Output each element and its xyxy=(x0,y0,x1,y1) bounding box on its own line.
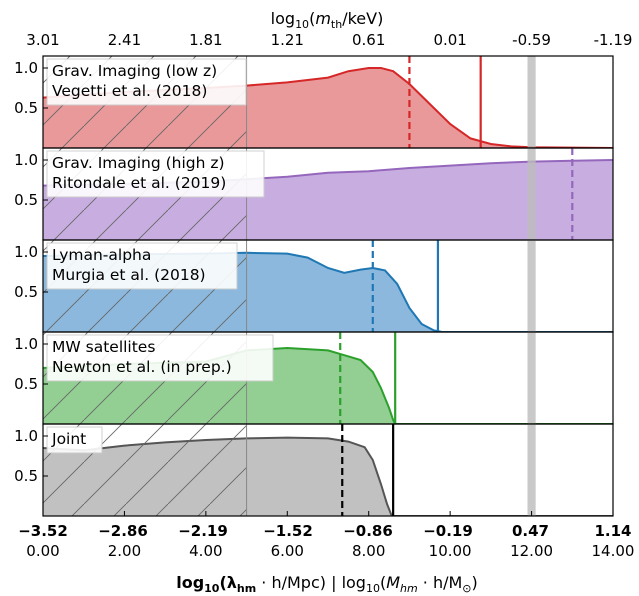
panel-lyman-alpha: Lyman-alpha Murgia et al. (2018) 0.5 1.0 xyxy=(14,239,614,333)
x-tick-label-lambda: −2.86 xyxy=(98,522,148,540)
y-tick-label: 0.5 xyxy=(14,191,38,209)
y-tick-label: 1.0 xyxy=(14,243,38,261)
y-tick-label: 0.5 xyxy=(14,375,38,393)
panel-label-box xyxy=(46,150,265,198)
x-tick-label-mass: 8.00 xyxy=(352,542,385,560)
top-tick-label: 0.61 xyxy=(352,31,385,49)
panel-label-box xyxy=(46,242,238,290)
panel-label-box xyxy=(46,58,247,106)
top-tick-label: 2.41 xyxy=(108,31,141,49)
x-tick-label-lambda: 1.14 xyxy=(594,522,631,540)
y-tick-label: 0.5 xyxy=(14,467,38,485)
panel-frame xyxy=(42,423,614,517)
x-tick-label-mass: 6.00 xyxy=(271,542,304,560)
panel-grav-high-z: Grav. Imaging (high z) Ritondale et al. (… xyxy=(14,147,614,241)
top-axis-title: log10(mth/keV) xyxy=(271,9,384,31)
gray-band xyxy=(527,332,536,424)
x-tick-label-lambda: 0.47 xyxy=(512,522,549,540)
panel-label-line: Vegetti et al. (2018) xyxy=(52,82,207,100)
x-tick-label-mass: 4.00 xyxy=(189,542,222,560)
top-tick-label: 1.81 xyxy=(189,31,222,49)
panel-label-line: Joint xyxy=(51,430,86,448)
panel-label-line: Grav. Imaging (high z) xyxy=(52,154,225,172)
top-tick-label: -1.19 xyxy=(594,31,633,49)
panel-label-line: Murgia et al. (2018) xyxy=(52,266,206,284)
panel-label-line: Ritondale et al. (2019) xyxy=(52,174,226,192)
panel-label-box xyxy=(46,426,103,454)
x-tick-label-lambda: −3.52 xyxy=(18,522,68,540)
x-tick-label-lambda: −0.86 xyxy=(343,522,393,540)
y-tick-label: 0.5 xyxy=(14,283,38,301)
panel-mw-satellites: MW satellites Newton et al. (in prep.) 0.5… xyxy=(14,331,614,425)
x-tick-label-mass: 0.00 xyxy=(26,542,59,560)
y-tick-label: 1.0 xyxy=(14,59,38,77)
gray-band xyxy=(527,424,536,516)
gray-band xyxy=(527,56,536,148)
y-tick-label: 0.5 xyxy=(14,99,38,117)
top-tick-label: 3.01 xyxy=(26,31,59,49)
y-tick-label: 1.0 xyxy=(14,335,38,353)
y-tick-label: 1.0 xyxy=(14,151,38,169)
panel-label-line: MW satellites xyxy=(52,338,155,356)
panel-label-box xyxy=(46,334,274,382)
panel-joint: Joint 0.5 1.0 xyxy=(14,423,614,517)
gray-band xyxy=(527,240,536,332)
x-tick-label-lambda: −2.19 xyxy=(178,522,228,540)
top-tick-label: -0.59 xyxy=(512,31,551,49)
x-tick-label-mass: 10.00 xyxy=(429,542,472,560)
bottom-axis-title: log10(λhm · h/Mpc) | log10(Mhm · h/M⊙) xyxy=(176,573,478,595)
bottom-axis-ticks: −3.52 −2.86 −2.19 −1.52 −0.86 −0.19 0.47 1.14 0.… xyxy=(18,511,634,560)
y-tick-label: 1.0 xyxy=(14,427,38,445)
x-tick-label-lambda: −1.52 xyxy=(263,522,313,540)
panel-label-line: Newton et al. (in prep.) xyxy=(52,358,232,376)
top-axis-ticks: 3.01 2.41 1.81 1.21 0.61 0.01 -0.59 -1.19 xyxy=(26,31,632,49)
panel-label-line: Lyman-alpha xyxy=(52,246,151,264)
x-tick-label-mass: 12.00 xyxy=(510,542,553,560)
top-tick-label: 0.01 xyxy=(433,31,466,49)
panel-label-line: Grav. Imaging (low z) xyxy=(52,62,217,80)
panels: Grav. Imaging (low z) Vegetti et al. (201… xyxy=(14,55,614,517)
x-tick-label-mass: 14.00 xyxy=(592,542,635,560)
top-tick-label: 1.21 xyxy=(271,31,304,49)
x-tick-label-mass: 2.00 xyxy=(108,542,141,560)
gray-band xyxy=(527,148,536,240)
panel-grav-low-z: Grav. Imaging (low z) Vegetti et al. (201… xyxy=(14,55,614,149)
x-tick-label-lambda: −0.19 xyxy=(423,522,473,540)
